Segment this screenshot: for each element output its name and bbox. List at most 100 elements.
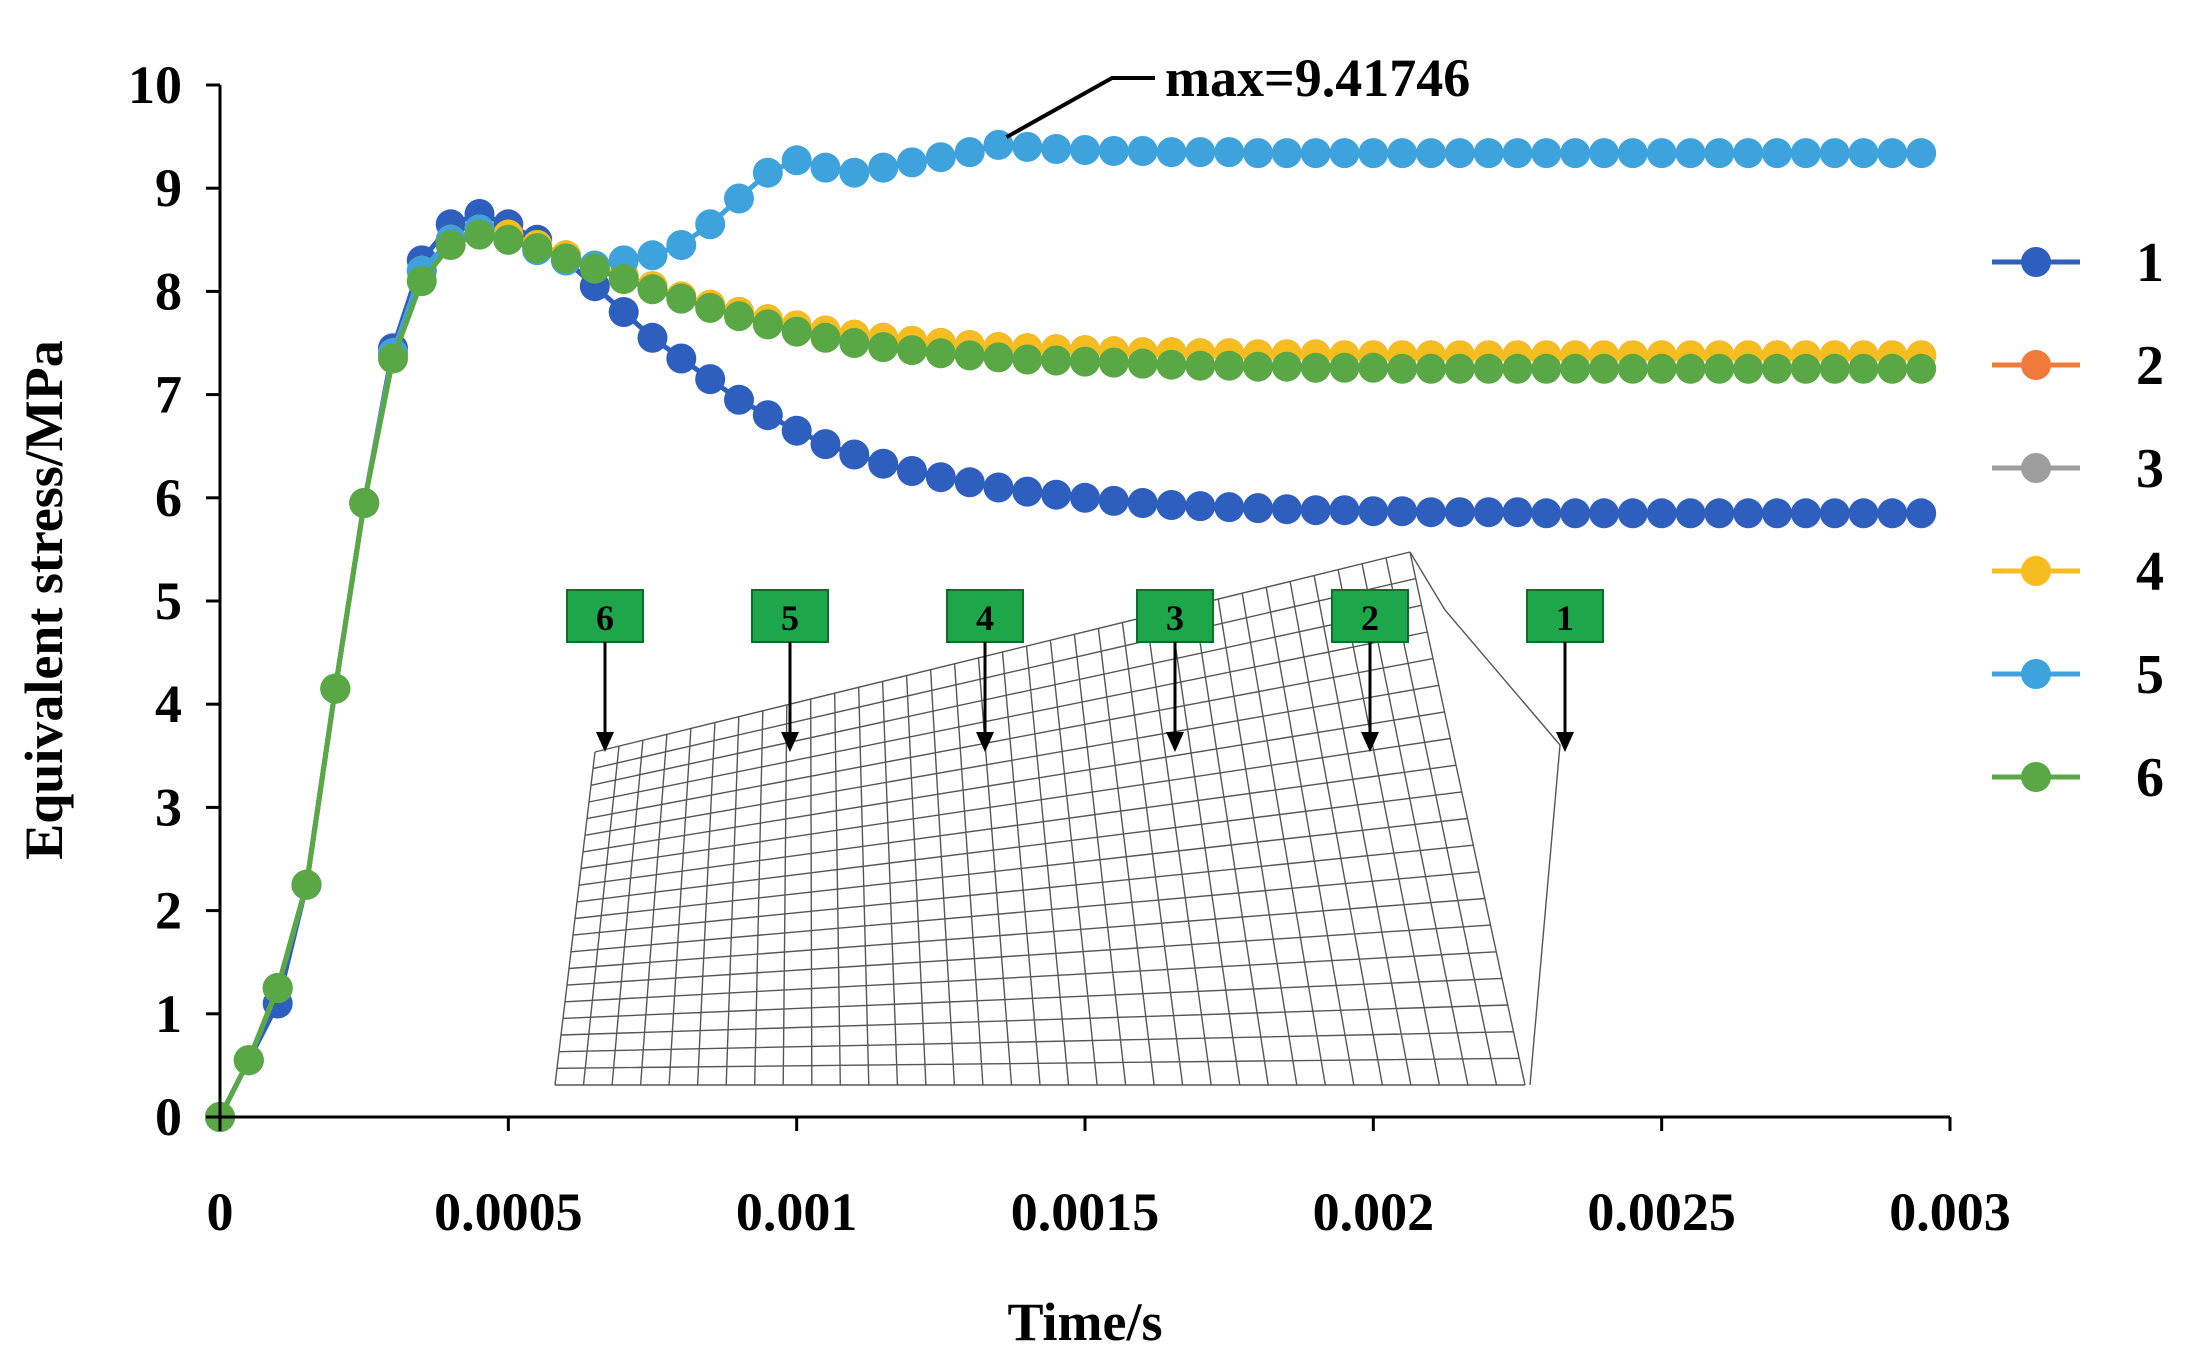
- annotation-label: max=9.41746: [1165, 48, 1470, 108]
- data-point-5: [1675, 138, 1706, 169]
- data-point-1: [608, 297, 639, 327]
- data-point-6: [752, 309, 783, 340]
- legend-label: 2: [2136, 335, 2164, 397]
- data-point-6: [983, 342, 1014, 373]
- data-point-6: [954, 340, 985, 371]
- mesh-edge: [1409, 551, 1561, 1086]
- data-point-1: [1127, 488, 1158, 518]
- data-point-5: [1473, 138, 1504, 169]
- data-point-5: [1012, 131, 1043, 162]
- node-marker-1: 1: [1526, 589, 1604, 752]
- node-marker-6: 6: [566, 589, 644, 752]
- data-point-1: [637, 322, 668, 353]
- data-point-1: [1906, 498, 1937, 529]
- data-point-6: [1502, 353, 1533, 384]
- node-label-box: [566, 589, 644, 643]
- x-tick-label: 0.003: [1889, 1182, 2011, 1242]
- x-tick-label: 0.0015: [1011, 1182, 1160, 1242]
- legend: 1 2 3 4 5 6: [1992, 232, 2164, 809]
- data-point-5: [1300, 138, 1331, 169]
- x-tick-label: 0.002: [1313, 1182, 1435, 1242]
- data-point-5: [1444, 138, 1475, 169]
- series-5: [205, 129, 1937, 1132]
- y-tick-label: 1: [155, 984, 182, 1044]
- data-point-5: [1877, 138, 1908, 169]
- legend-label: 6: [2136, 747, 2164, 809]
- x-tick-label: 0: [207, 1182, 234, 1242]
- data-point-1: [1502, 497, 1533, 528]
- legend-label: 5: [2136, 644, 2164, 706]
- node-marker-5: 5: [751, 589, 829, 752]
- data-point-5: [1243, 138, 1273, 169]
- y-tick-label: 7: [155, 365, 182, 425]
- legend-swatch-marker: [2021, 350, 2051, 380]
- data-point-6: [1127, 348, 1158, 379]
- x-axis-title: Time/s: [1007, 1292, 1162, 1352]
- data-point-5: [1127, 136, 1158, 166]
- node-arrow-head: [976, 732, 994, 752]
- y-tick-label: 2: [155, 881, 182, 941]
- data-point-5: [695, 209, 726, 240]
- node-label: 6: [596, 598, 614, 638]
- data-point-1: [1473, 497, 1504, 528]
- x-tick-label: 0.0025: [1587, 1182, 1736, 1242]
- data-point-1: [1098, 485, 1129, 516]
- data-point-6: [522, 233, 553, 264]
- data-point-1: [954, 467, 985, 498]
- legend-swatch-marker: [2021, 556, 2051, 586]
- data-point-1: [1762, 498, 1792, 529]
- data-point-5: [897, 147, 927, 178]
- series-1: [205, 199, 1937, 1132]
- node-label-box: [946, 589, 1024, 643]
- data-point-5: [954, 137, 985, 168]
- data-point-6: [320, 673, 351, 704]
- data-point-1: [1387, 496, 1418, 527]
- data-point-1: [1300, 495, 1331, 526]
- data-point-1: [1560, 498, 1591, 529]
- data-point-6: [1848, 353, 1879, 384]
- y-tick-label: 6: [155, 468, 182, 528]
- data-point-1: [1444, 497, 1475, 528]
- data-point-5: [839, 157, 870, 188]
- data-point-5: [810, 152, 841, 183]
- node-marker-2: 2: [1331, 589, 1409, 752]
- data-point-5: [1358, 138, 1389, 169]
- data-point-1: [1790, 498, 1821, 529]
- data-point-6: [551, 243, 581, 274]
- data-point-5: [1790, 138, 1821, 169]
- data-point-1: [1646, 498, 1677, 529]
- data-point-5: [1704, 138, 1735, 169]
- data-point-6: [1906, 353, 1937, 384]
- data-point-6: [897, 335, 927, 366]
- legend-item-3: 3: [1992, 438, 2164, 500]
- data-point-1: [925, 462, 956, 493]
- data-point-1: [1733, 498, 1764, 529]
- legend-swatch-marker: [2021, 762, 2051, 792]
- node-arrow-head: [1166, 732, 1184, 752]
- data-point-6: [1877, 353, 1908, 384]
- data-point-6: [464, 219, 495, 250]
- node-label: 2: [1361, 598, 1379, 638]
- node-marker-3: 3: [1136, 589, 1214, 752]
- data-point-6: [233, 1045, 264, 1076]
- data-point-1: [1617, 498, 1648, 529]
- data-point-6: [435, 230, 466, 260]
- data-point-6: [1617, 353, 1648, 384]
- data-point-5: [724, 183, 754, 214]
- y-tick-label: 8: [155, 261, 182, 321]
- legend-swatch-marker: [2021, 659, 2051, 689]
- ticks: 0 0.0005 0.001 0.0015 0.002 0.0025 0.003 0 1 2 3 4 5…: [128, 55, 2011, 1242]
- data-point-6: [925, 338, 956, 369]
- data-point-5: [1214, 137, 1245, 168]
- data-point-5: [868, 152, 899, 183]
- data-point-5: [1387, 138, 1418, 169]
- max-annotation: max=9.41746: [1005, 48, 1470, 139]
- y-tick-label: 4: [155, 674, 182, 734]
- data-point-1: [1329, 495, 1360, 526]
- data-point-6: [349, 488, 380, 518]
- data-point-5: [1762, 138, 1792, 169]
- data-point-6: [291, 869, 322, 900]
- legend-swatch-marker: [2021, 453, 2051, 483]
- data-point-6: [406, 266, 437, 297]
